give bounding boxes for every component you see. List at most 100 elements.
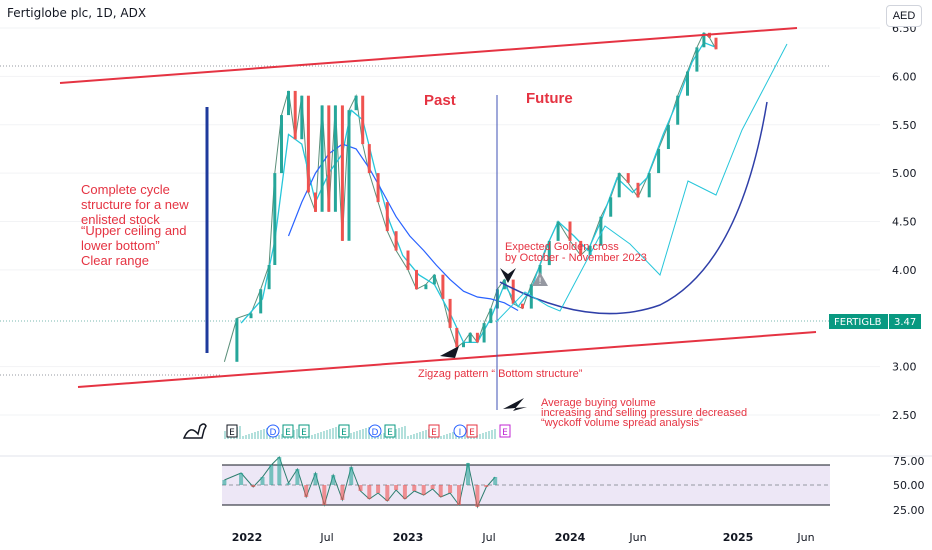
event-marker[interactable]: E (338, 424, 350, 438)
candle (249, 313, 253, 319)
volume-bar (323, 431, 325, 439)
candle (333, 105, 337, 212)
cycle-note-line: structure for a new (81, 197, 189, 212)
event-marker[interactable]: E (384, 424, 396, 438)
volume-bar (494, 429, 496, 439)
price-tag-value: 3.47 (894, 317, 916, 328)
rsi-bar (457, 485, 461, 505)
event-marker[interactable]: E (226, 424, 238, 438)
event-marker-badge (298, 424, 310, 438)
price-tick-label: 3.00 (892, 361, 917, 374)
event-marker[interactable]: E (298, 424, 310, 438)
rsi-bar (286, 483, 291, 485)
rsi-bar (277, 457, 282, 485)
volume-bar (245, 435, 247, 439)
event-marker[interactable]: E (282, 424, 294, 438)
volume-bar (275, 436, 277, 439)
golden-cross-line: by October - November 2023 (505, 252, 647, 264)
volume-note-line: increasing and selling pressure decrease… (541, 407, 747, 419)
volume-note: Average buying volume increasing and sel… (541, 397, 750, 429)
rsi-bar (385, 485, 390, 501)
rsi-bar (394, 485, 399, 490)
series-lines (223, 31, 718, 362)
event-marker-badge (466, 424, 478, 438)
projection-curve[interactable] (499, 101, 768, 315)
price-series (223, 31, 717, 362)
volume-bar (380, 434, 382, 439)
rsi-bar (313, 473, 318, 485)
volume-note-line: “wyckoff volume spread analysis” (541, 417, 703, 429)
rsi-bar (367, 485, 372, 499)
volume-bar (314, 434, 316, 439)
time-tick-label: 2022 (232, 531, 263, 544)
arrow-up-icon (440, 346, 459, 358)
volume-bar (446, 434, 448, 439)
rsi-bar (340, 485, 345, 500)
volume-bar (242, 436, 244, 439)
candle (361, 95, 365, 145)
volume-bar (356, 431, 358, 439)
candle (714, 37, 718, 50)
candle (448, 298, 452, 328)
event-marker[interactable]: E (428, 424, 440, 438)
volume-bar (260, 430, 262, 439)
volume-bar (362, 429, 364, 439)
candle (647, 173, 651, 198)
event-marker-label: E (229, 428, 235, 438)
event-marker-badge (428, 424, 440, 438)
volume-bar (332, 428, 334, 439)
past-label: Past (424, 92, 456, 109)
event-marker-label: D (270, 428, 277, 438)
candle (556, 221, 560, 241)
rsi-tick-label: 50.00 (893, 479, 925, 492)
volume-bar (398, 428, 400, 439)
price-tick-label: 4.00 (892, 264, 917, 277)
candle (617, 173, 621, 198)
event-marker[interactable]: D (266, 424, 280, 438)
price-tick-label: 6.00 (892, 70, 917, 83)
rsi-bar (269, 465, 274, 485)
candle (489, 308, 493, 324)
volume-bar (482, 433, 484, 439)
event-marker[interactable]: I (453, 424, 467, 438)
event-marker[interactable]: E (466, 424, 478, 438)
candle (432, 274, 436, 285)
candle (568, 221, 572, 241)
candle (367, 144, 371, 174)
event-marker[interactable]: E (499, 424, 511, 438)
volume-bar (419, 432, 421, 439)
candle (657, 148, 661, 174)
price-tag-symbol: FERTIGLB (834, 317, 882, 328)
time-tick-label: Jun (628, 531, 646, 544)
volume-bar (440, 436, 442, 439)
candle (579, 240, 583, 256)
volume-bar (239, 426, 241, 439)
candle (702, 32, 706, 48)
lower-trendline[interactable] (77, 331, 817, 388)
candle (636, 182, 640, 198)
upper-trendline[interactable] (59, 27, 798, 84)
currency-button[interactable]: AED (886, 5, 922, 27)
candle (300, 95, 304, 140)
event-marker-label: E (387, 428, 393, 438)
volume-bar (413, 434, 415, 439)
arrow-upright-icon (503, 398, 527, 411)
projection-zigzag[interactable] (495, 43, 788, 323)
volume-bar (485, 432, 487, 439)
time-axis: 2022 Jul 2023 Jul 2024 Jun 2025 Jun (232, 531, 815, 544)
event-marker[interactable]: D (368, 424, 382, 438)
time-tick-label: Jul (319, 531, 333, 544)
rsi-bar (358, 485, 363, 491)
candle (385, 202, 389, 232)
candle (287, 90, 290, 116)
volume-bar (329, 429, 331, 439)
cycle-note-line: Complete cycle (81, 182, 170, 197)
candle (547, 240, 551, 266)
event-marker-label: E (285, 428, 291, 438)
event-marker-badge (368, 424, 382, 438)
rsi-bar (322, 485, 327, 505)
rsi-bar (260, 477, 265, 485)
rsi-bar (331, 475, 336, 485)
